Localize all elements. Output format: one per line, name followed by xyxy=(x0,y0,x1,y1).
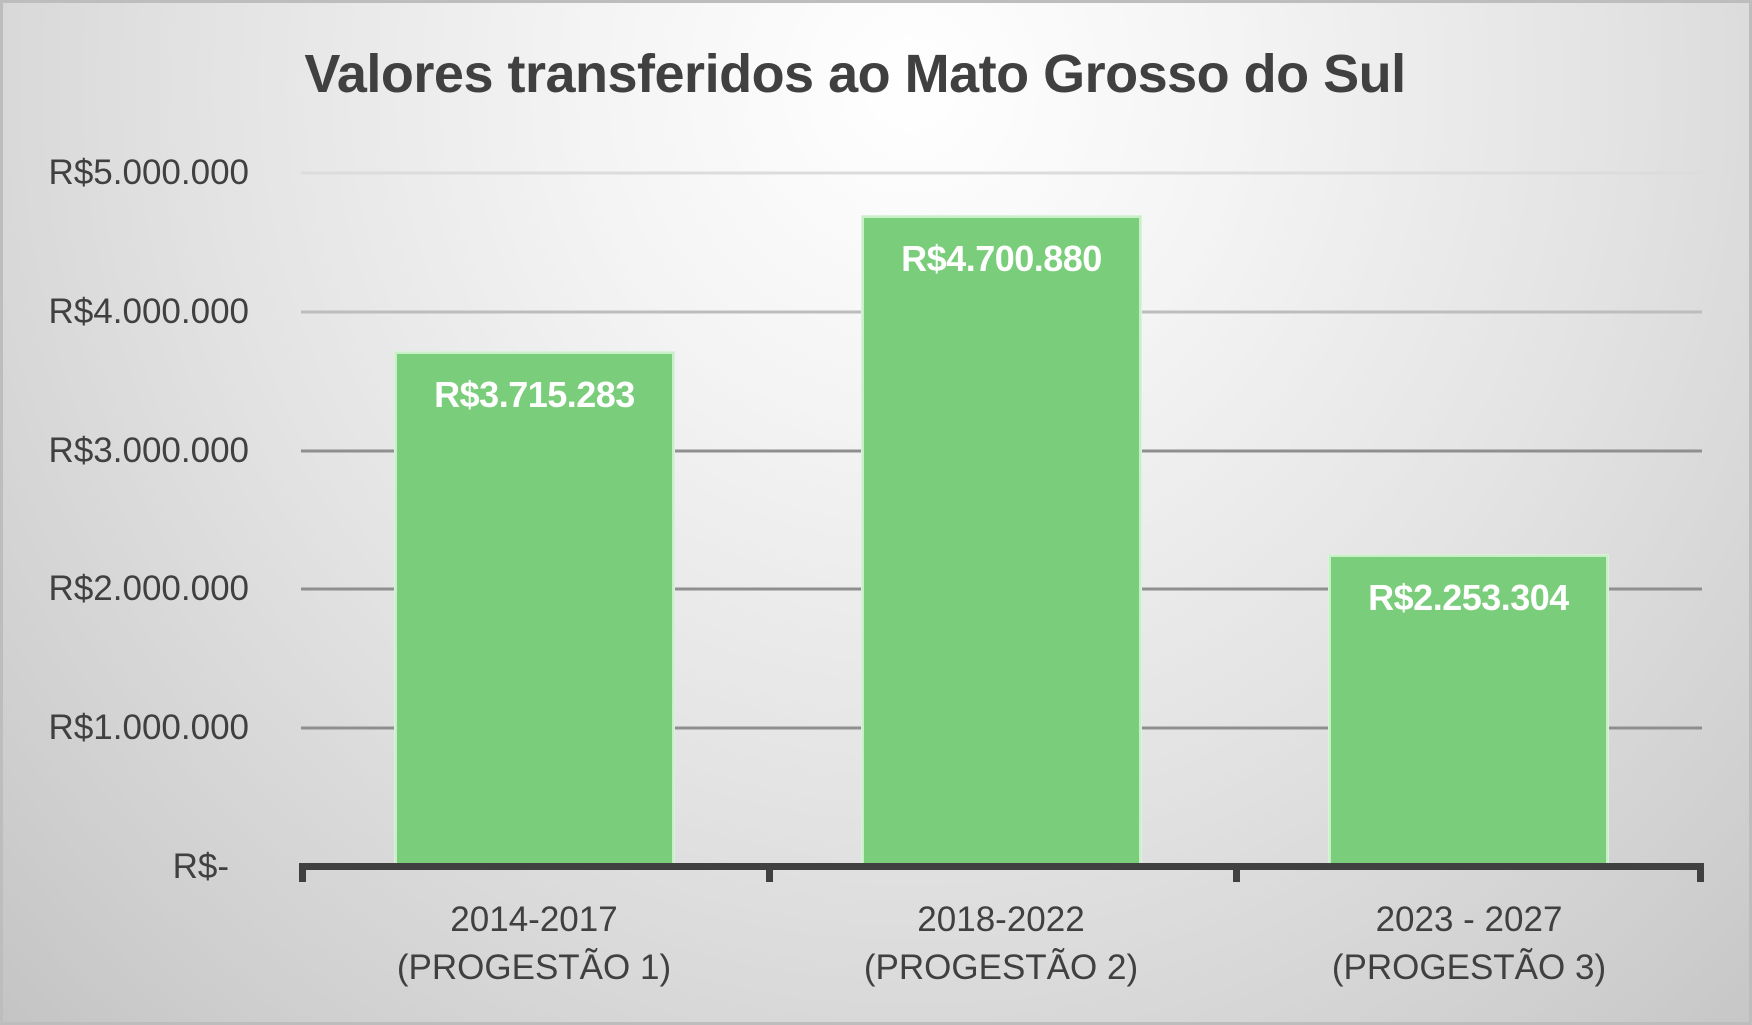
x-axis-category-label: 2023 - 2027 (PROGESTÃO 3) xyxy=(1249,896,1689,992)
x-axis-tick xyxy=(1233,867,1240,882)
x-axis-line xyxy=(299,863,1704,870)
y-axis-tick-label: R$5.000.000 xyxy=(48,153,249,192)
bar: R$4.700.880 xyxy=(861,214,1142,867)
category-program: (PROGESTÃO 1) xyxy=(396,948,672,987)
data-label: R$4.700.880 xyxy=(901,237,1102,279)
y-axis-tick-label: R$2.000.000 xyxy=(48,569,249,609)
category-period: 2023 - 2027 xyxy=(1375,900,1563,939)
chart-title: Valores transferidos ao Mato Grosso do S… xyxy=(304,44,1406,104)
bar: R$3.715.283 xyxy=(394,351,675,867)
y-axis-tick-label: R$3.000.000 xyxy=(48,430,249,470)
category-program: (PROGESTÃO 2) xyxy=(863,948,1139,987)
x-axis-tick xyxy=(766,867,773,882)
data-label: R$2.253.304 xyxy=(1368,577,1569,619)
x-axis-category-label: 2018-2022 (PROGESTÃO 2) xyxy=(781,896,1221,992)
gridline xyxy=(301,171,1702,175)
bar: R$2.253.304 xyxy=(1328,554,1609,867)
x-axis-tick xyxy=(299,867,306,882)
category-program: (PROGESTÃO 3) xyxy=(1331,948,1607,987)
y-axis-tick-label: R$1.000.000 xyxy=(48,708,249,748)
x-axis-category-label: 2014-2017 (PROGESTÃO 1) xyxy=(314,896,754,992)
y-axis-tick-label: R$4.000.000 xyxy=(48,291,249,331)
category-period: 2018-2022 xyxy=(917,900,1085,939)
category-period: 2014-2017 xyxy=(450,900,618,939)
data-label: R$3.715.283 xyxy=(434,374,635,416)
x-axis-tick xyxy=(1697,867,1704,882)
y-axis-tick-label: R$- xyxy=(172,847,229,886)
